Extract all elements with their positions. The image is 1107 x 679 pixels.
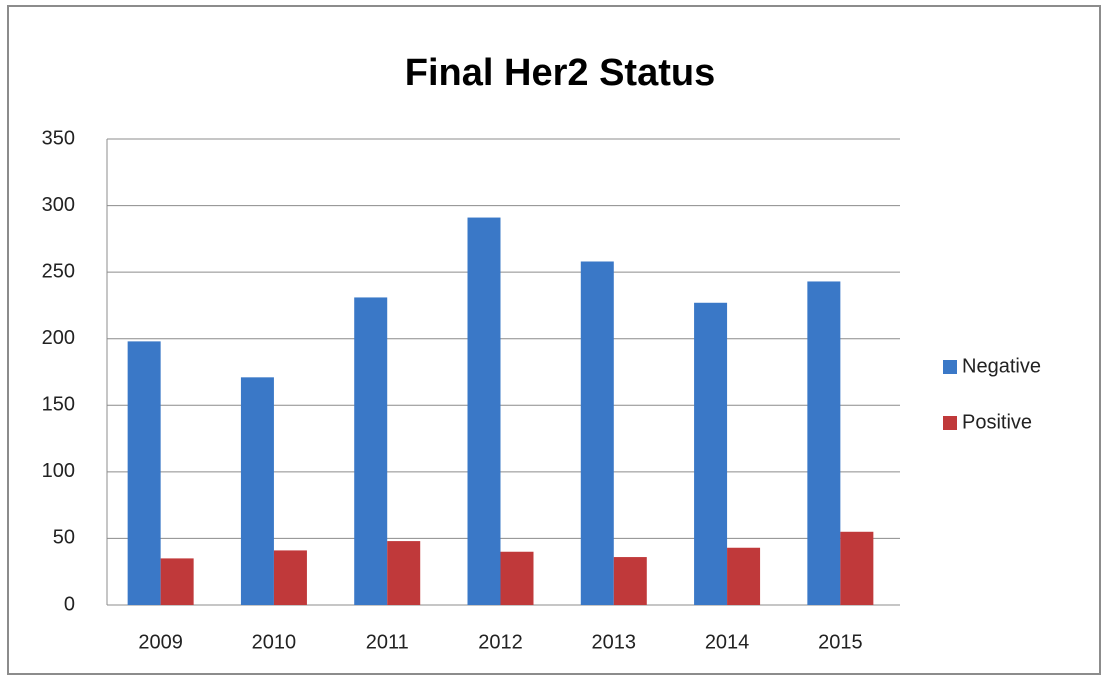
legend-label: Positive	[962, 411, 1032, 433]
bar	[160, 558, 194, 605]
y-tick-label: 250	[42, 260, 75, 282]
x-tick-label: 2009	[138, 631, 183, 653]
bar	[840, 531, 874, 605]
bar	[127, 341, 161, 605]
y-tick-label: 100	[42, 460, 75, 482]
bar	[240, 377, 274, 605]
bar	[580, 261, 614, 605]
x-tick-label: 2012	[478, 631, 523, 653]
bar	[807, 281, 841, 605]
y-tick-label: 0	[64, 593, 75, 615]
bar	[467, 217, 501, 605]
x-tick-label: 2011	[366, 631, 409, 653]
chart-title: Final Her2 Status	[405, 52, 715, 94]
legend-marker	[943, 360, 957, 374]
y-tick-label: 50	[53, 527, 75, 549]
bar	[727, 547, 761, 605]
bar	[354, 297, 388, 605]
x-tick-label: 2010	[252, 631, 297, 653]
legend-label: Negative	[962, 355, 1041, 377]
bar	[387, 541, 421, 605]
y-tick-label: 300	[42, 194, 75, 216]
x-tick-label: 2014	[705, 631, 750, 653]
bar	[613, 557, 647, 605]
bar	[500, 551, 534, 605]
y-tick-label: 350	[42, 127, 75, 149]
y-tick-label: 150	[42, 394, 75, 416]
x-tick-label: 2015	[818, 631, 863, 653]
bar	[694, 302, 728, 605]
bar	[273, 550, 307, 605]
y-tick-label: 200	[42, 327, 75, 349]
x-tick-label: 2013	[592, 631, 637, 653]
legend-marker	[943, 416, 957, 430]
